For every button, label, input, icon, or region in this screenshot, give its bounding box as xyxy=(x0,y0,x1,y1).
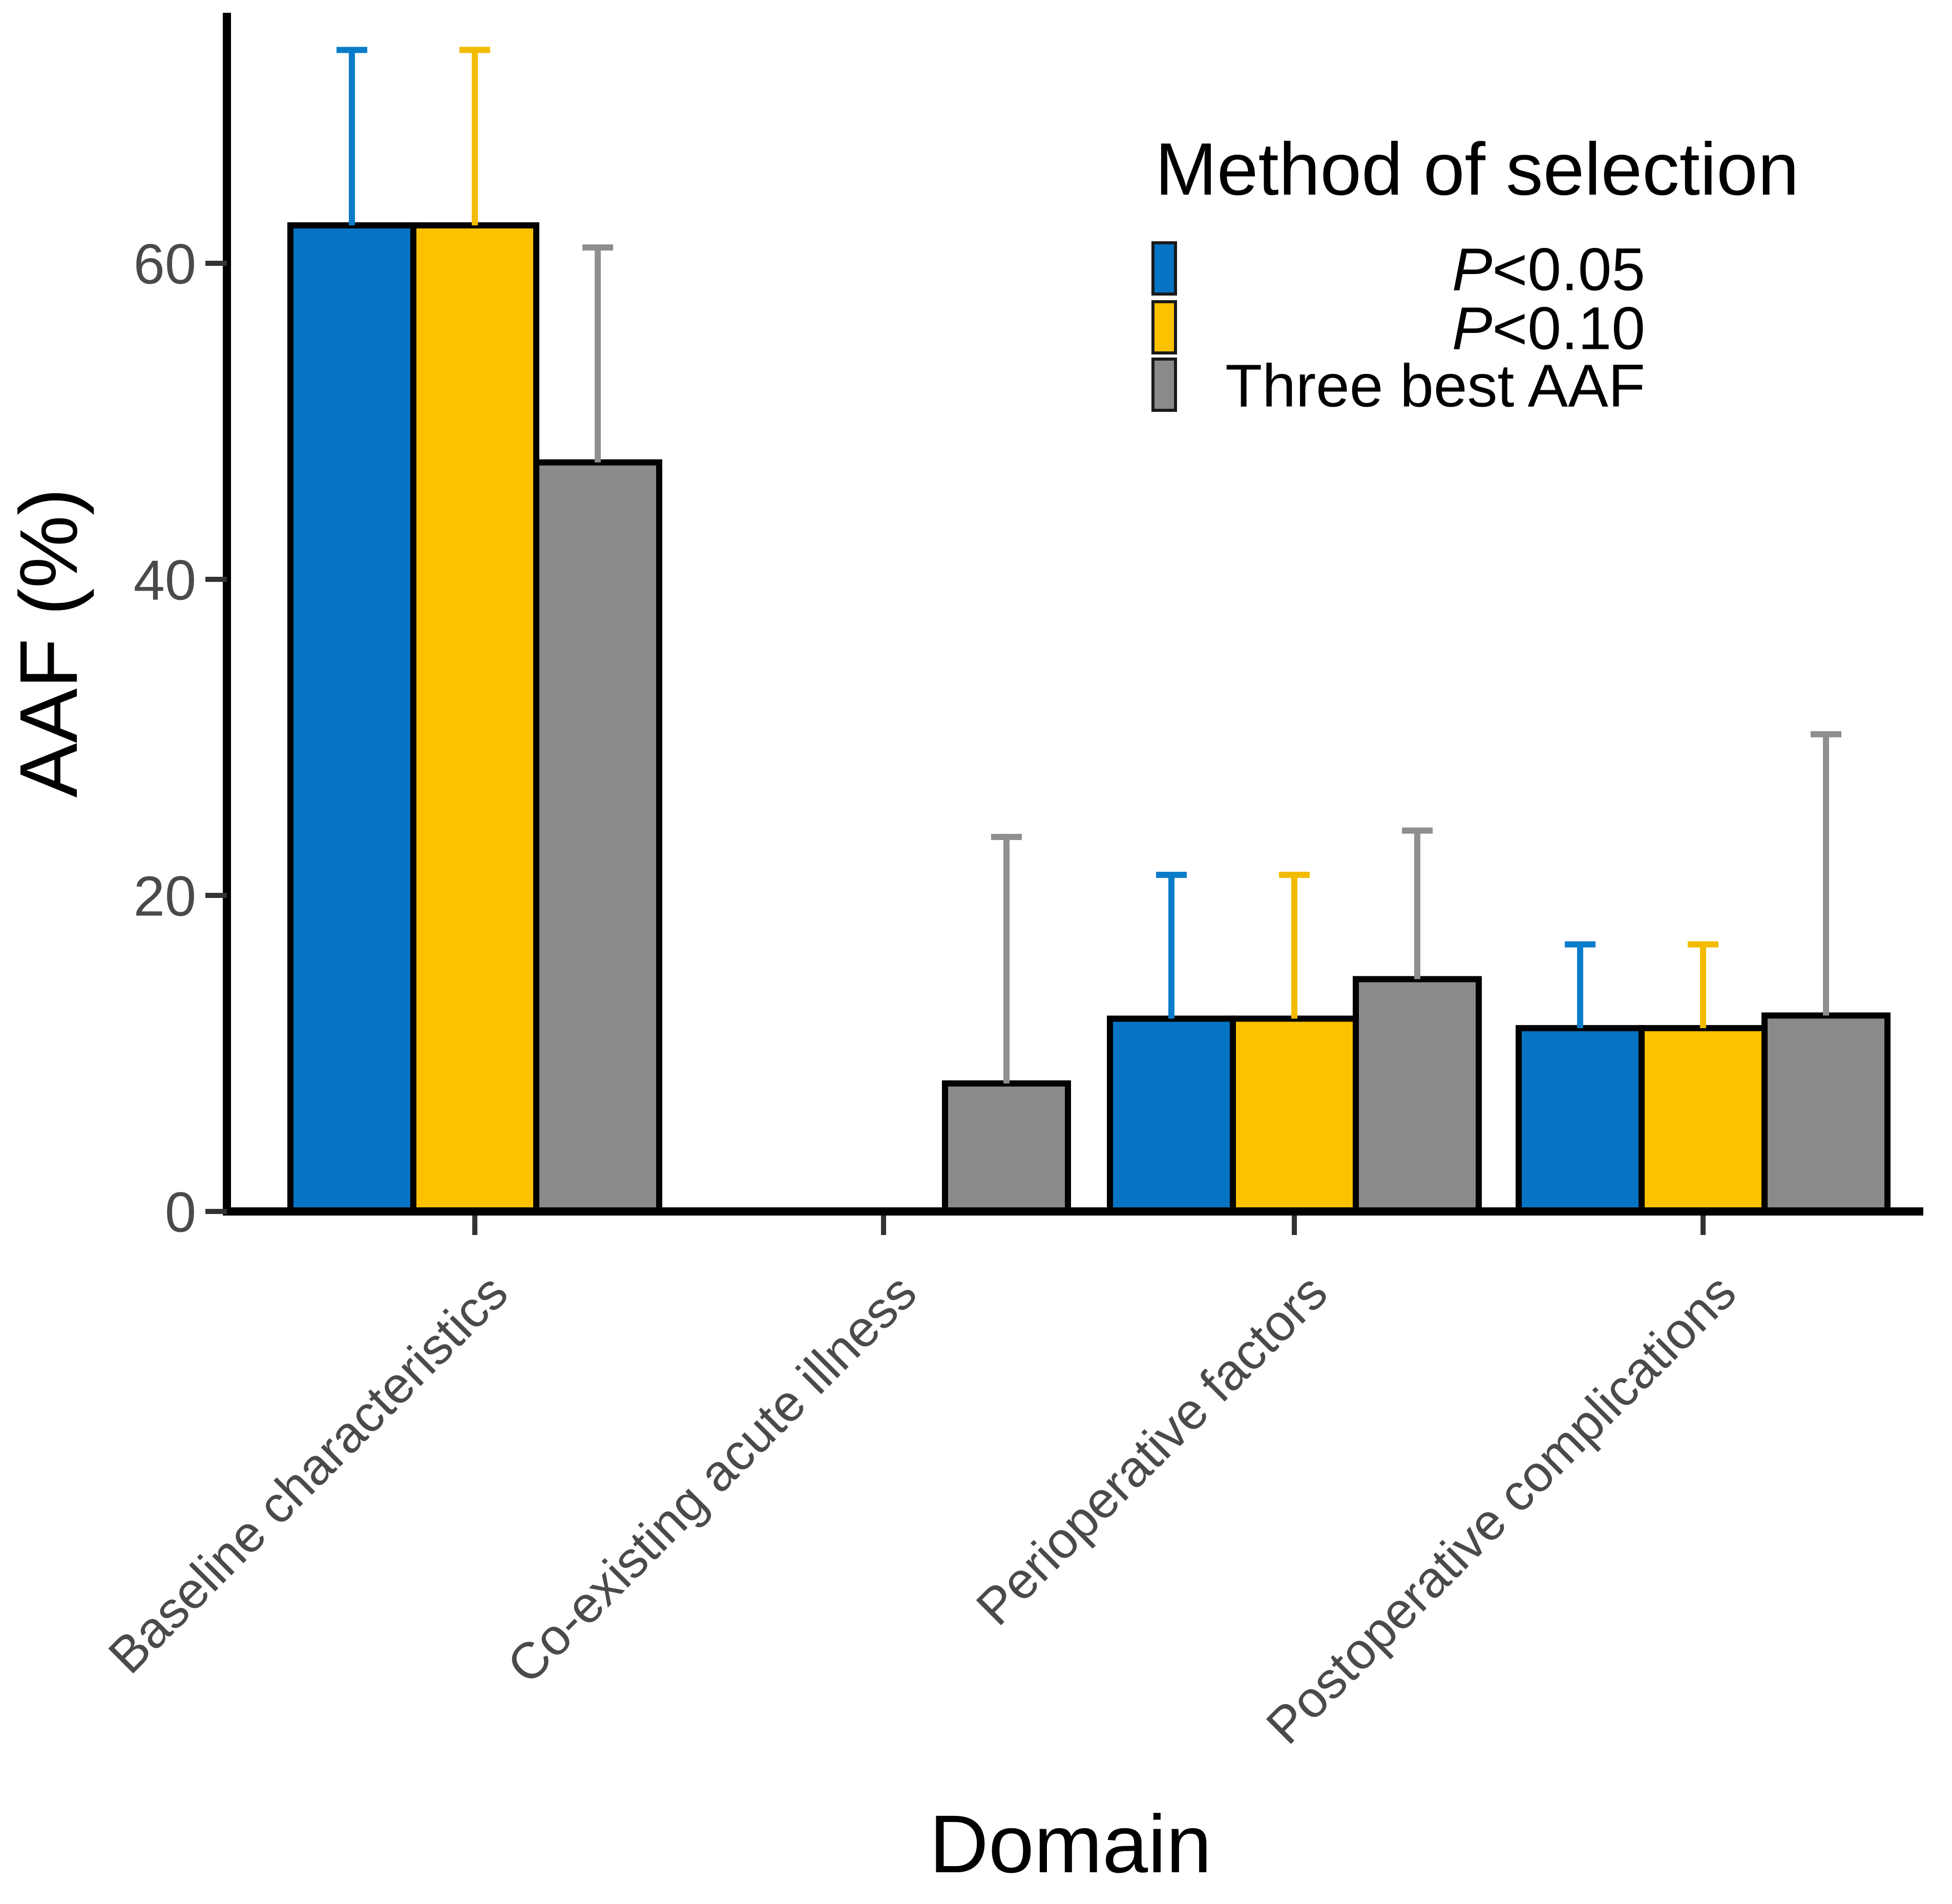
bar-p-0-10-perioperative-factors xyxy=(1230,1015,1359,1215)
bar-p-0-05-perioperative-factors xyxy=(1107,1015,1236,1215)
bar-p-0-05-baseline-characteristics xyxy=(287,222,416,1215)
legend-label-rest: <0.05 xyxy=(1492,236,1645,303)
y-tick-label-20: 20 xyxy=(134,865,196,928)
y-axis-title: AAF (%) xyxy=(3,488,94,798)
bar-three-best-aaf-postoperative-complications xyxy=(1761,1012,1891,1215)
legend-label-p-0-05: P<0.05 xyxy=(1452,236,1645,303)
y-tick-label-60: 60 xyxy=(134,233,196,296)
legend-label-italic-p: P xyxy=(1452,295,1493,362)
legend-title: Method of selection xyxy=(1155,128,1799,211)
bar-p-0-10-postoperative-complications xyxy=(1639,1025,1768,1215)
legend-swatch-p-0-05 xyxy=(1151,241,1177,296)
y-tick-label-40: 40 xyxy=(134,549,196,612)
legend-swatch-p-0-10 xyxy=(1151,300,1177,354)
bar-three-best-aaf-perioperative-factors xyxy=(1353,976,1482,1215)
bar-three-best-aaf-co-existing-acute-illness xyxy=(942,1080,1071,1215)
legend-label-rest: <0.10 xyxy=(1492,295,1645,362)
x-axis-title: Domain xyxy=(929,1798,1211,1890)
legend-label-three-best-aaf: Three best AAF xyxy=(1225,352,1645,420)
legend-label-italic-p: P xyxy=(1452,236,1493,303)
legend-swatch-three-best-aaf xyxy=(1151,358,1177,412)
bar-three-best-aaf-baseline-characteristics xyxy=(533,459,662,1215)
bar-p-0-05-postoperative-complications xyxy=(1516,1025,1645,1215)
y-tick-label-0: 0 xyxy=(165,1181,196,1244)
legend-label-p-0-10: P<0.10 xyxy=(1452,295,1645,362)
bar-p-0-10-baseline-characteristics xyxy=(410,222,539,1215)
